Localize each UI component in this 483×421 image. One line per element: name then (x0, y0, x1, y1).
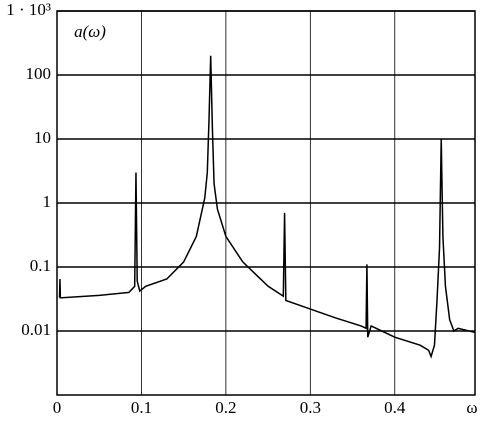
y-tick-label: 10 (34, 128, 51, 147)
x-tick-label: 0.1 (131, 398, 152, 416)
y-tick-label: 100 (26, 64, 52, 83)
y-label-box (63, 18, 117, 46)
y-tick-label: 0.01 (21, 320, 51, 339)
x-tick-label: 0.4 (384, 398, 406, 416)
x-tick-label: 0.3 (300, 398, 321, 416)
y-tick-label: 0.1 (30, 256, 51, 275)
y-tick-label: 1 · 10³ (6, 0, 51, 19)
x-axis-label: ω (466, 398, 477, 416)
x-tick-label: 0 (53, 398, 62, 416)
data-line (58, 55, 476, 359)
y-axis-label: a(ω) (74, 22, 106, 41)
y-tick-label: 1 (43, 192, 52, 211)
x-tick-label: 0.2 (215, 398, 236, 416)
